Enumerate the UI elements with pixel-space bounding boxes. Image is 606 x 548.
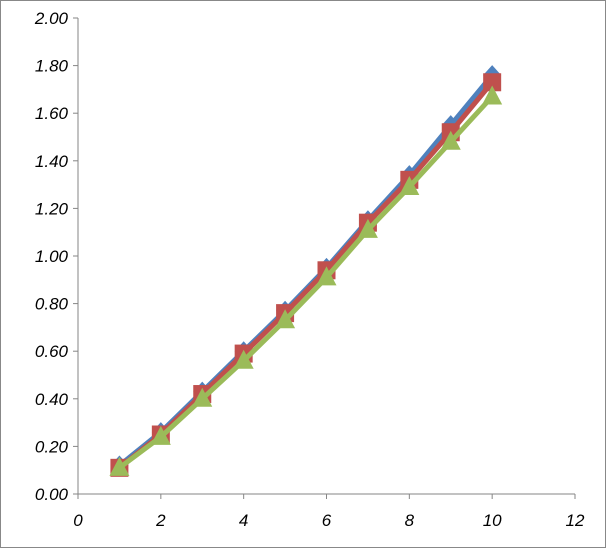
triangle-marker [357, 218, 378, 238]
y-tick-label: 0.80 [35, 295, 69, 314]
x-tick-label: 10 [483, 511, 502, 530]
x-tick-label: 12 [566, 511, 585, 530]
y-tick-label: 1.00 [35, 247, 69, 266]
square-marker [483, 73, 502, 92]
triangle-marker [316, 266, 337, 286]
y-tick-label: 0.00 [35, 485, 69, 504]
x-tick-label: 0 [73, 511, 83, 530]
triangle-marker [233, 349, 254, 369]
y-tick-label: 2.00 [34, 9, 69, 28]
series-line [117, 94, 495, 470]
series-line [117, 80, 495, 470]
triangle-marker [109, 456, 130, 476]
y-tick-label: 1.80 [35, 57, 69, 76]
x-tick-label: 8 [405, 511, 415, 530]
y-tick-label: 1.40 [35, 152, 69, 171]
y-tick-label: 0.40 [35, 390, 69, 409]
triangle-marker [399, 175, 420, 195]
y-tick-label: 1.60 [35, 104, 69, 123]
triangle-marker [275, 309, 296, 329]
x-tick-label: 6 [322, 511, 332, 530]
triangle-marker [150, 425, 171, 445]
triangle-marker [192, 387, 213, 407]
triangle-marker [482, 85, 503, 105]
x-tick-label: 2 [155, 511, 166, 530]
y-tick-label: 0.60 [35, 342, 69, 361]
x-tick-label: 4 [239, 511, 248, 530]
y-tick-label: 0.20 [35, 437, 69, 456]
y-tick-label: 1.20 [35, 199, 69, 218]
triangle-marker [440, 130, 461, 150]
series-3 [109, 85, 503, 476]
